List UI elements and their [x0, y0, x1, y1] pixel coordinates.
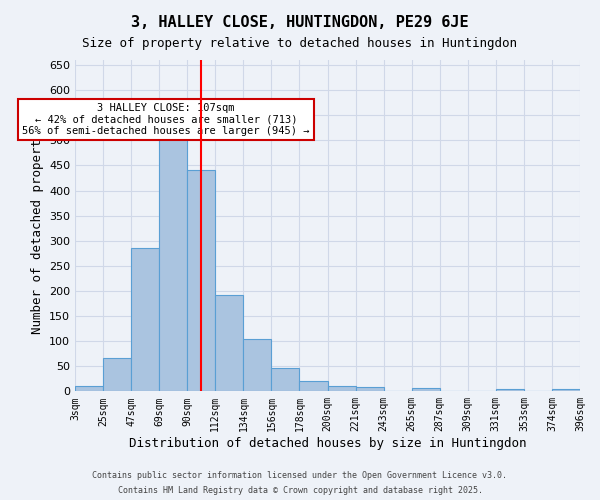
Bar	[159, 134, 187, 392]
Text: Contains public sector information licensed under the Open Government Licence v3: Contains public sector information licen…	[92, 471, 508, 480]
Bar	[244, 338, 271, 392]
Bar	[496, 389, 524, 392]
Y-axis label: Number of detached properties: Number of detached properties	[31, 117, 44, 334]
Text: Contains HM Land Registry data © Crown copyright and database right 2025.: Contains HM Land Registry data © Crown c…	[118, 486, 482, 495]
Bar	[328, 386, 356, 392]
Bar	[412, 388, 440, 392]
X-axis label: Distribution of detached houses by size in Huntingdon: Distribution of detached houses by size …	[129, 437, 526, 450]
Bar	[131, 248, 159, 392]
Bar	[215, 295, 244, 392]
Text: 3 HALLEY CLOSE: 107sqm
← 42% of detached houses are smaller (713)
56% of semi-de: 3 HALLEY CLOSE: 107sqm ← 42% of detached…	[22, 103, 310, 136]
Bar	[552, 389, 580, 392]
Text: Size of property relative to detached houses in Huntingdon: Size of property relative to detached ho…	[83, 38, 517, 51]
Bar	[356, 388, 383, 392]
Bar	[75, 386, 103, 392]
Bar	[299, 382, 328, 392]
Bar	[187, 170, 215, 392]
Text: 3, HALLEY CLOSE, HUNTINGDON, PE29 6JE: 3, HALLEY CLOSE, HUNTINGDON, PE29 6JE	[131, 15, 469, 30]
Bar	[103, 358, 131, 392]
Bar	[271, 368, 299, 392]
